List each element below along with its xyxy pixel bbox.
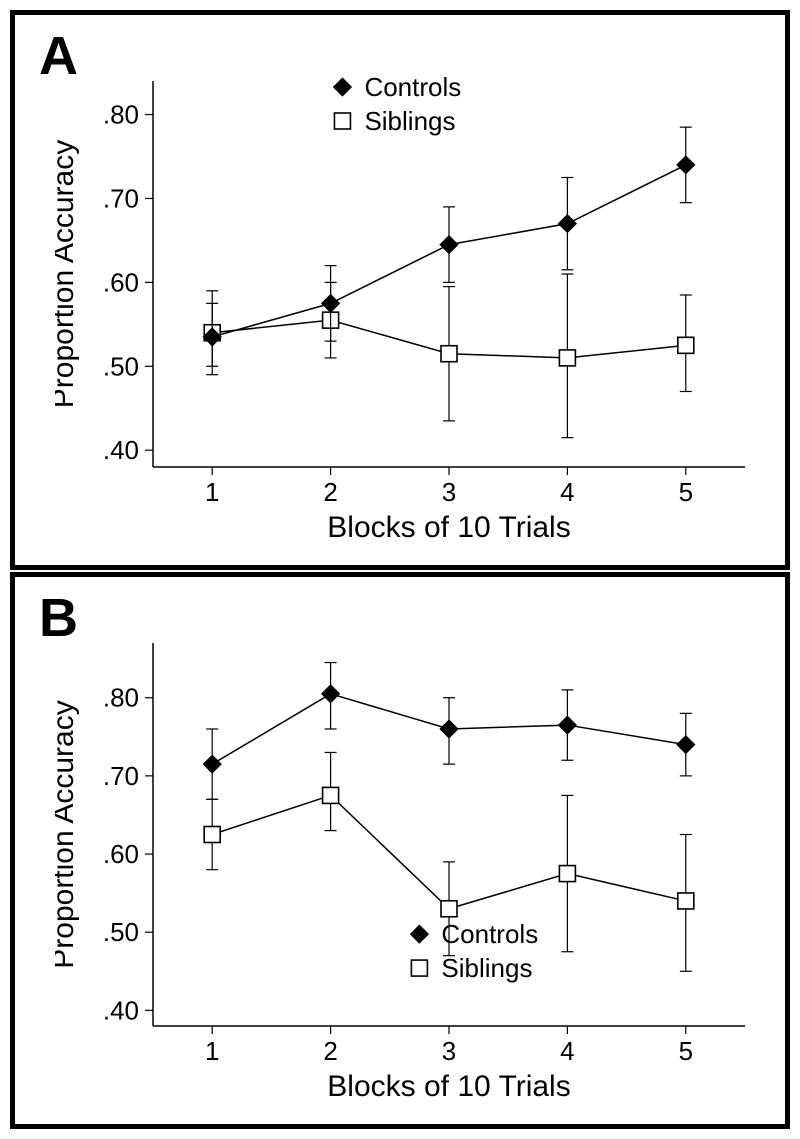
x-tick-label: 1 <box>205 477 219 507</box>
y-tick-label: .60 <box>103 839 139 869</box>
y-tick-label: .40 <box>103 435 139 465</box>
x-tick-label: 2 <box>323 477 337 507</box>
legend-marker-controls <box>334 78 352 96</box>
x-tick-label: 3 <box>442 477 456 507</box>
y-tick-label: .40 <box>103 995 139 1025</box>
panel-a-chart-wrap: .40 .50 .60 .70 .80 1 2 3 4 5 Blocks of 10 Trials P… <box>55 71 765 545</box>
marker-controls <box>440 236 458 254</box>
x-tick-label: 5 <box>679 477 693 507</box>
marker-controls <box>322 685 340 703</box>
marker-siblings <box>204 827 220 843</box>
legend-marker-controls <box>411 925 429 943</box>
marker-siblings <box>441 346 457 362</box>
marker-siblings <box>678 337 694 353</box>
marker-siblings <box>678 893 694 909</box>
marker-controls <box>677 156 695 174</box>
marker-controls <box>559 716 577 734</box>
y-tick-label: .50 <box>103 351 139 381</box>
legend-label-controls: Controls <box>441 919 538 949</box>
marker-controls <box>559 215 577 233</box>
panel-b: B .40 .50 .60 .70 .80 1 2 3 4 5 Blocks of 10 Trial… <box>10 572 790 1129</box>
x-tick-label: 1 <box>205 1036 219 1066</box>
panel-b-label: B <box>39 591 78 645</box>
y-tick-label: .70 <box>103 183 139 213</box>
y-axis-title: Proportion Accuracy <box>55 700 80 968</box>
x-axis-title: Blocks of 10 Trials <box>327 511 570 544</box>
figure-root: A .40 .50 .60 .70 .80 1 2 3 4 5 Blocks of 10 Trial… <box>0 0 800 1139</box>
legend-label-siblings: Siblings <box>364 106 455 136</box>
legend-marker-siblings <box>334 113 350 129</box>
panel-a: A .40 .50 .60 .70 .80 1 2 3 4 5 Blocks of 10 Trial… <box>10 10 790 570</box>
legend-label-controls: Controls <box>364 72 461 102</box>
x-tick-label: 4 <box>560 1036 574 1066</box>
panel-a-label: A <box>39 29 78 83</box>
marker-controls <box>203 755 221 773</box>
panel-b-chart: .40 .50 .60 .70 .80 1 2 3 4 5 Blocks of 10 Trials P… <box>55 633 765 1104</box>
marker-siblings <box>559 350 575 366</box>
x-tick-label: 2 <box>323 1036 337 1066</box>
marker-controls <box>440 720 458 738</box>
x-tick-label: 5 <box>679 1036 693 1066</box>
y-tick-label: .50 <box>103 917 139 947</box>
x-tick-label: 4 <box>560 477 574 507</box>
y-tick-label: .70 <box>103 761 139 791</box>
panel-b-chart-wrap: .40 .50 .60 .70 .80 1 2 3 4 5 Blocks of 10 Trials P… <box>55 633 765 1104</box>
panel-a-chart: .40 .50 .60 .70 .80 1 2 3 4 5 Blocks of 10 Trials P… <box>55 71 765 545</box>
y-tick-label: .80 <box>103 100 139 130</box>
y-tick-label: .80 <box>103 683 139 713</box>
x-tick-label: 3 <box>442 1036 456 1066</box>
legend-marker-siblings <box>411 960 427 976</box>
marker-siblings <box>323 787 339 803</box>
marker-controls <box>677 736 695 754</box>
y-axis-title: Proportion Accuracy <box>55 140 80 408</box>
marker-siblings <box>441 901 457 917</box>
y-tick-label: .60 <box>103 267 139 297</box>
marker-controls <box>322 295 340 313</box>
marker-siblings <box>559 866 575 882</box>
legend-label-siblings: Siblings <box>441 953 532 983</box>
x-axis-title: Blocks of 10 Trials <box>327 1070 570 1103</box>
